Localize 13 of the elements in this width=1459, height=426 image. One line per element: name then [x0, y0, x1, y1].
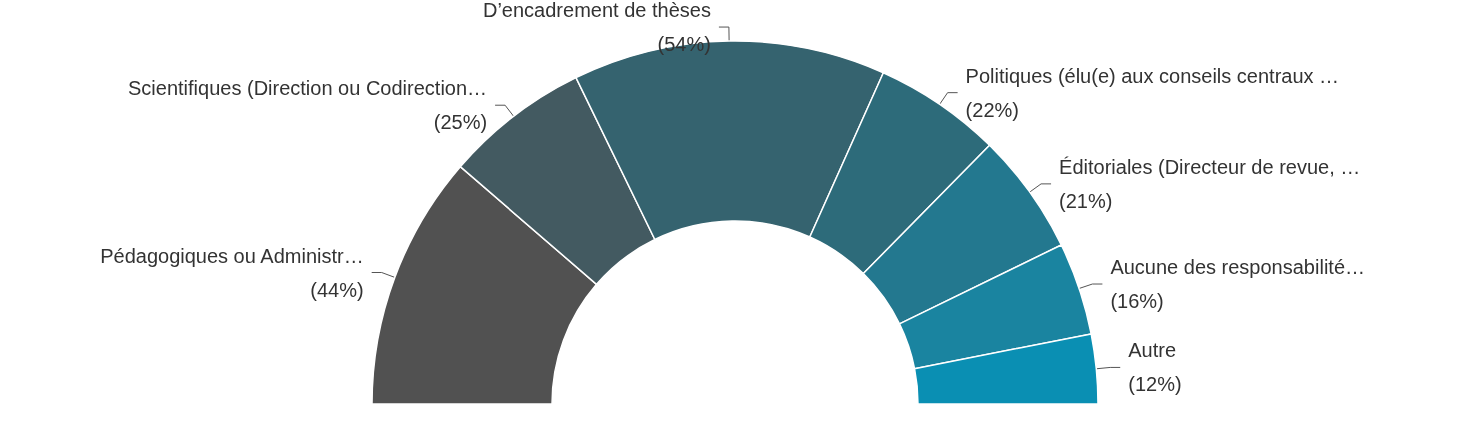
slice-label: Pédagogiques ou Administr… — [100, 244, 364, 267]
slice-label: Autre — [1128, 339, 1177, 362]
slice-label: Aucune des responsabilité… — [1110, 256, 1366, 279]
data-label: (12%) — [1128, 373, 1182, 396]
data-label: (44%) — [310, 278, 364, 301]
data-label: (16%) — [1110, 290, 1164, 313]
data-label: (22%) — [965, 98, 1019, 121]
slice-label: Éditoriales (Directeur de revue, … — [1059, 155, 1361, 178]
slice-label: D’encadrement de thèses — [482, 0, 711, 22]
data-label: (25%) — [433, 111, 488, 134]
data-label: (21%) — [1059, 189, 1113, 212]
slice-label: Scientifiques (Direction ou Codirection… — [128, 77, 488, 100]
slice-label: Politiques (élu(e) aux conseils centraux … — [965, 64, 1340, 87]
